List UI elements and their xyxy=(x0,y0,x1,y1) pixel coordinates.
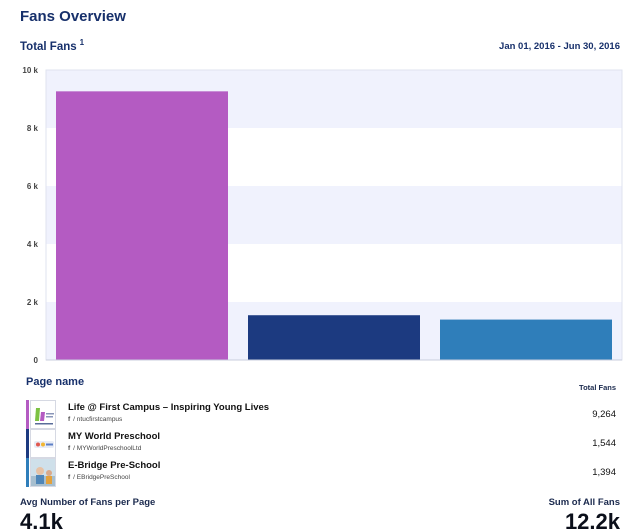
bar xyxy=(56,91,228,361)
page-handle[interactable]: f / MYWorldPreschoolLtd xyxy=(68,445,141,452)
y-tick-label: 10 k xyxy=(22,66,38,75)
bar xyxy=(248,315,420,360)
chart-subtitle: Total Fans 1 xyxy=(20,38,84,53)
ebridge-photo-icon xyxy=(31,459,55,486)
page-handle-text: / EBridgePreSchool xyxy=(73,474,130,481)
page-handle-text: / ntucfirstcampus xyxy=(73,416,123,423)
y-tick-label: 8 k xyxy=(27,124,39,133)
sum-fans-value: 12.2k xyxy=(564,509,620,532)
facebook-icon: f xyxy=(68,474,71,481)
page-fans-value: 1,544 xyxy=(592,438,616,449)
series-color-swatch xyxy=(26,400,29,429)
avg-fans-label: Avg Number of Fans per Page xyxy=(20,497,156,508)
fans-bar-chart: 0 2 k 4 k 6 k 8 k 10 k xyxy=(22,66,623,365)
page-title: Fans Overview xyxy=(20,8,126,25)
my-world-logo-icon xyxy=(31,430,55,457)
series-color-swatch xyxy=(26,429,29,458)
facebook-icon: f xyxy=(68,416,71,423)
page-thumbnail xyxy=(30,429,56,458)
footnote-marker[interactable]: 1 xyxy=(79,38,85,47)
page-thumbnail xyxy=(30,400,56,429)
y-tick-label: 0 xyxy=(34,356,39,365)
bar xyxy=(440,319,612,360)
table-header-total-fans: Total Fans xyxy=(579,383,616,392)
series-color-swatch xyxy=(26,458,29,487)
first-campus-logo-icon xyxy=(31,401,55,428)
page-name[interactable]: Life @ First Campus – Inspiring Young Li… xyxy=(68,402,270,413)
page-thumbnail xyxy=(30,458,56,487)
y-tick-label: 6 k xyxy=(27,182,39,191)
avg-fans-value: 4.1k xyxy=(20,509,63,532)
table-row[interactable]: MY World Preschool f / MYWorldPreschoolLt… xyxy=(26,429,616,458)
table-row[interactable]: Life @ First Campus – Inspiring Young Li… xyxy=(26,400,616,429)
date-range[interactable]: Jan 01, 2016 - Jun 30, 2016 xyxy=(499,41,620,52)
table-row[interactable]: E-Bridge Pre-School f / EBridgePreSchool … xyxy=(26,458,616,487)
page-handle-text: / MYWorldPreschoolLtd xyxy=(73,445,142,452)
page-name[interactable]: MY World Preschool xyxy=(68,431,161,442)
y-tick-label: 2 k xyxy=(27,298,39,307)
page-handle[interactable]: f / ntucfirstcampus xyxy=(68,416,122,423)
y-tick-label: 4 k xyxy=(27,240,39,249)
page-handle[interactable]: f / EBridgePreSchool xyxy=(68,474,130,481)
page-name[interactable]: E-Bridge Pre-School xyxy=(68,460,161,471)
sum-fans-label: Sum of All Fans xyxy=(548,497,620,508)
facebook-icon: f xyxy=(68,445,71,452)
page-fans-value: 9,264 xyxy=(592,409,616,420)
chart-subtitle-text: Total Fans xyxy=(20,40,77,53)
page-fans-value: 1,394 xyxy=(592,467,616,478)
table-header-page-name: Page name xyxy=(26,376,85,388)
